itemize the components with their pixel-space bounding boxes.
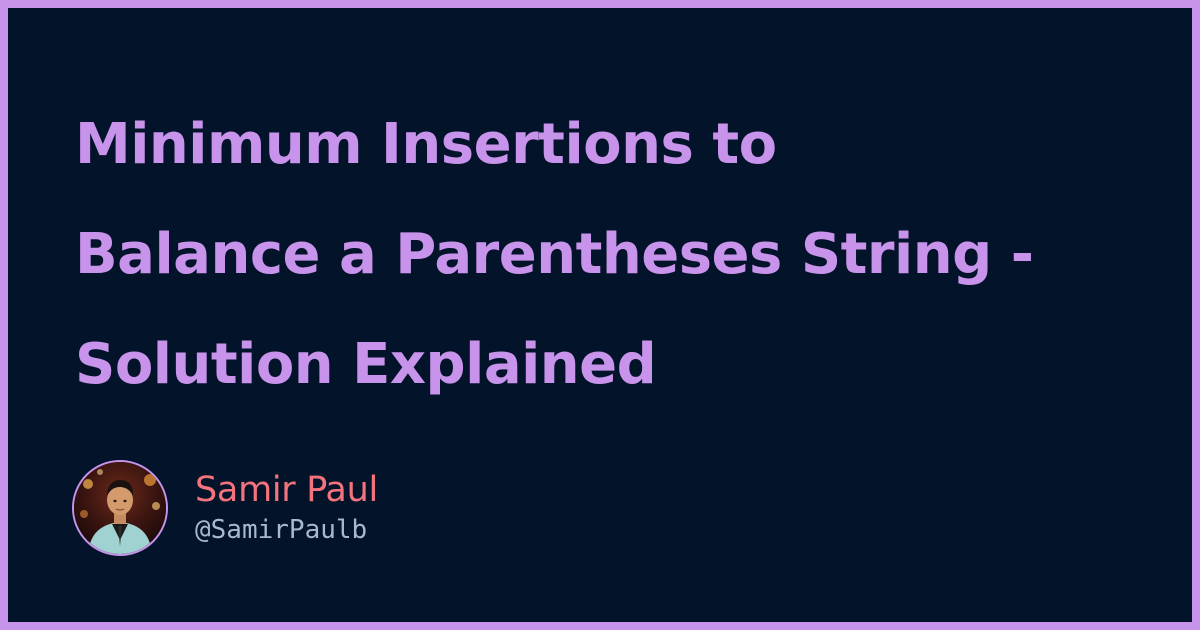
author-block: Samir Paul @SamirPaulb: [72, 458, 378, 558]
author-handle: @SamirPaulb: [195, 515, 368, 545]
avatar-photo-icon: [74, 462, 166, 554]
author-name: Samir Paul: [195, 470, 378, 510]
author-text: Samir Paul @SamirPaulb: [195, 468, 378, 548]
post-title: Minimum Insertions to Balance a Parenthe…: [75, 112, 1034, 397]
avatar: [72, 460, 168, 556]
social-preview-card: Minimum Insertions to Balance a Parenthe…: [8, 8, 1192, 622]
